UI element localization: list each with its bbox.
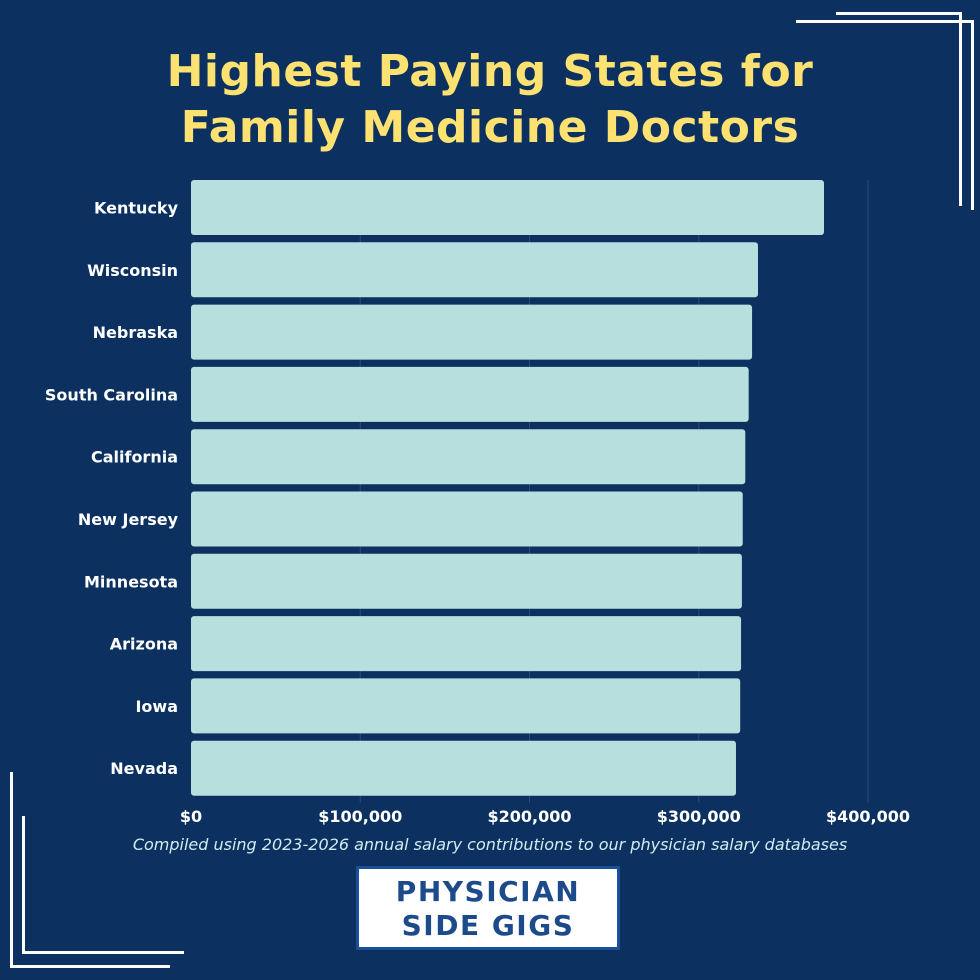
- frame-corner-top-right-inner-h: [836, 12, 962, 15]
- x-tick-label: $0: [180, 807, 202, 826]
- frame-corner-top-right-inner-v: [959, 12, 962, 206]
- bar-iowa: [191, 678, 741, 734]
- source-footnote: Compiled using 2023-2026 annual salary c…: [132, 835, 848, 854]
- x-tick-label: $200,000: [487, 807, 571, 826]
- bar-nevada: [191, 740, 736, 796]
- bar-kentucky: [191, 180, 824, 235]
- bar-nebraska: [191, 304, 753, 360]
- bar-minnesota: [191, 553, 742, 609]
- chart-title: Highest Paying States for Family Medicin…: [0, 44, 980, 156]
- category-label: Kentucky: [94, 199, 179, 218]
- frame-corner-top-right-outer-h: [796, 20, 974, 23]
- x-tick-label: $300,000: [657, 807, 741, 826]
- chart-title-line-2: Family Medicine Doctors: [180, 102, 800, 153]
- frame-corner-bottom-left-outer-v: [10, 772, 13, 968]
- bar-south-carolina: [191, 366, 749, 422]
- bar-california: [191, 429, 746, 485]
- category-label: South Carolina: [45, 385, 178, 404]
- x-tick-label: $100,000: [318, 807, 402, 826]
- bar-new-jersey: [191, 491, 743, 547]
- bar-arizona: [191, 616, 742, 672]
- frame-corner-top-right-outer-v: [971, 20, 974, 210]
- category-label: Iowa: [135, 697, 178, 716]
- logo-line-2: SIDE GIGS: [401, 909, 575, 942]
- category-label: Wisconsin: [87, 261, 178, 280]
- bar-chart: Kentucky Wisconsin Nebraska South Carolina C…: [45, 180, 910, 826]
- frame-corner-bottom-left-outer-h: [10, 965, 170, 968]
- category-label: Minnesota: [84, 572, 178, 591]
- x-tick-label: $400,000: [826, 807, 910, 826]
- frame-corner-bottom-left-inner-v: [22, 816, 25, 954]
- chart-title-line-1: Highest Paying States for: [166, 46, 814, 97]
- category-label: New Jersey: [78, 510, 179, 529]
- logo-line-1: PHYSICIAN: [395, 875, 581, 908]
- category-label: Arizona: [110, 635, 178, 654]
- physician-side-gigs-logo: PHYSICIAN SIDE GIGS: [356, 866, 620, 950]
- bar-wisconsin: [191, 242, 758, 298]
- category-label: California: [91, 448, 178, 467]
- frame-corner-bottom-left-inner-h: [22, 951, 184, 954]
- category-label: Nevada: [110, 759, 178, 778]
- category-label: Nebraska: [93, 323, 178, 342]
